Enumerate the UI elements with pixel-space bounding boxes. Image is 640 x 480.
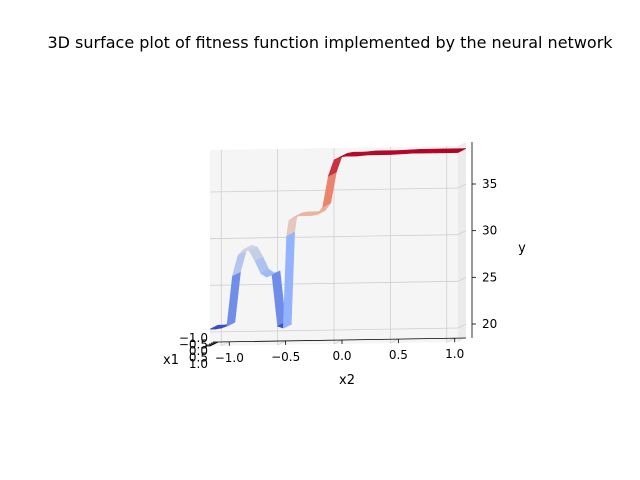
grid-line	[457, 230, 467, 236]
x1-tick-label: −0.5	[179, 338, 208, 352]
grid-line	[209, 327, 459, 333]
chart-title: 3D surface plot of fitness function impl…	[47, 33, 613, 52]
x2-axis-label: x2	[339, 373, 355, 388]
y-axis-label: y	[518, 241, 526, 256]
x1-tick-label: −1.0	[179, 331, 208, 345]
grid-line	[390, 338, 399, 344]
grid-line	[209, 280, 459, 286]
x2-tick-label: −0.5	[271, 350, 300, 364]
surface	[209, 148, 467, 330]
tick-labels: −1.0 −0.5 0.0 0.5 1.020253035−1.0−0.50.00.51…	[179, 177, 497, 371]
z-tick-label: 20	[482, 317, 497, 331]
axes-panes	[210, 142, 466, 346]
grid-line	[457, 323, 467, 329]
z-tick-label: 30	[482, 224, 497, 238]
x2-tick-label: −1.0	[215, 351, 244, 365]
x1-axis-label: x1	[163, 353, 179, 368]
x1-tick-label: 0.0	[189, 344, 208, 358]
x2-tick-label: 0.5	[389, 348, 408, 362]
grid-line	[457, 183, 467, 189]
grid-line	[221, 341, 230, 347]
grid-line	[277, 340, 286, 346]
z-tick-label: 25	[482, 270, 497, 284]
x1-tick-label: 1.0	[189, 357, 208, 371]
side-pane	[458, 142, 466, 342]
grid-line	[209, 234, 459, 240]
x1-tick-label: 0.5	[189, 351, 208, 365]
grid-line	[446, 337, 455, 343]
x2-tick-label: 0.0	[332, 349, 351, 363]
x2-tick-label: 1.0	[445, 347, 464, 361]
z-tick-label: 35	[482, 177, 497, 191]
grid-line	[457, 276, 467, 282]
surface-strip	[435, 148, 467, 154]
grid-line	[209, 187, 459, 193]
grid-line	[333, 339, 343, 345]
